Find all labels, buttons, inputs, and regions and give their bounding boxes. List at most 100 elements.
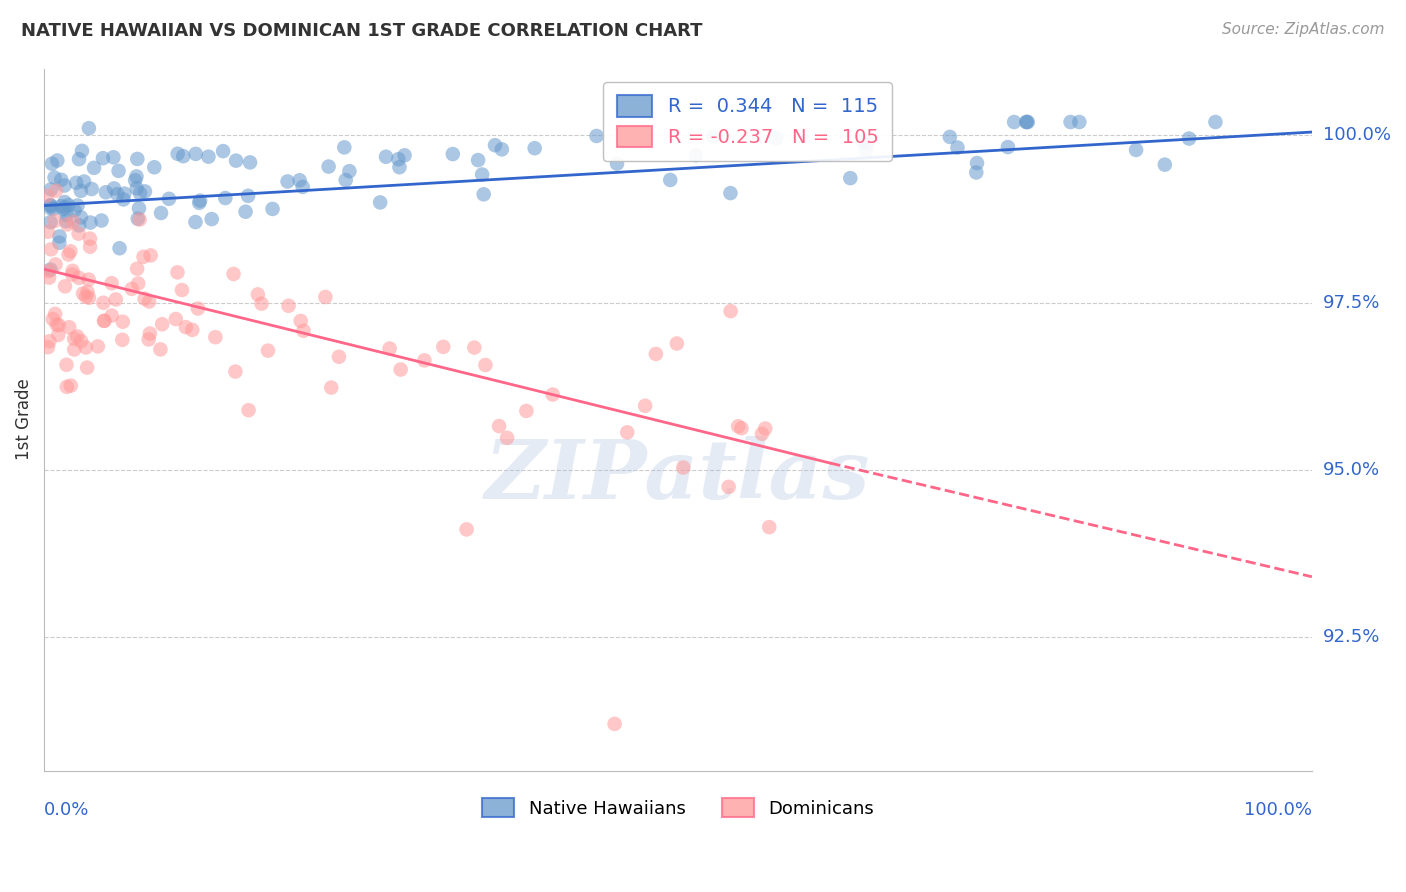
Point (45, 318, 67, 332)
Point (127, 277, 149, 291)
Point (375, 150, 398, 164)
Point (720, 186, 742, 200)
Point (456, 522, 478, 536)
Point (235, 204, 257, 219)
Point (201, 212, 224, 227)
Point (90, 213, 112, 227)
Point (39, 262, 62, 277)
Point (127, 261, 149, 276)
Point (855, 144, 877, 158)
Point (321, 381, 343, 395)
Text: 100.0%: 100.0% (1244, 801, 1312, 819)
Point (124, 173, 146, 187)
Point (472, 187, 495, 202)
Point (55, 208, 77, 222)
Point (214, 191, 236, 205)
Point (1153, 158, 1175, 172)
Point (67, 219, 90, 233)
Point (1002, 115, 1025, 129)
Point (39, 182, 62, 196)
Point (59, 244, 82, 259)
Point (79, 215, 101, 229)
Point (488, 419, 510, 434)
Point (413, 353, 436, 368)
Point (262, 202, 284, 216)
Point (76, 285, 98, 299)
Point (70, 211, 93, 225)
Point (44, 257, 66, 271)
Point (672, 460, 695, 475)
Text: 97.5%: 97.5% (1323, 293, 1381, 311)
Point (727, 419, 749, 434)
Text: ZIPatlas: ZIPatlas (485, 436, 870, 516)
Point (51, 199, 73, 213)
Point (93, 295, 115, 310)
Point (39, 215, 62, 229)
Point (129, 186, 152, 201)
Point (257, 343, 280, 358)
Point (79, 240, 101, 254)
Point (111, 333, 134, 347)
Point (77, 272, 100, 286)
Point (38, 264, 60, 278)
Point (48, 318, 70, 333)
Point (108, 241, 131, 255)
Point (720, 304, 742, 318)
Point (72, 286, 94, 301)
Point (717, 480, 740, 494)
Point (388, 160, 411, 174)
Point (39, 201, 62, 215)
Point (335, 173, 357, 187)
Point (333, 140, 356, 154)
Point (966, 156, 988, 170)
Point (46, 153, 69, 168)
Point (70, 144, 93, 158)
Point (67, 271, 90, 285)
Point (150, 206, 173, 220)
Point (839, 171, 862, 186)
Text: 95.0%: 95.0% (1323, 461, 1381, 479)
Point (467, 153, 489, 167)
Point (37, 340, 59, 354)
Point (181, 323, 204, 337)
Point (603, 717, 626, 731)
Point (1015, 115, 1038, 129)
Point (946, 140, 969, 154)
Point (53, 178, 76, 193)
Point (659, 173, 682, 187)
Point (1204, 115, 1226, 129)
Point (51, 173, 73, 187)
Point (83, 161, 105, 175)
Point (138, 294, 160, 309)
Point (170, 283, 193, 297)
Point (730, 421, 752, 435)
Text: 92.5%: 92.5% (1323, 628, 1381, 646)
Point (143, 161, 166, 175)
Point (474, 358, 496, 372)
Point (150, 318, 173, 332)
Point (100, 276, 122, 290)
Point (62, 215, 84, 229)
Point (378, 342, 401, 356)
Point (751, 426, 773, 441)
Point (541, 387, 564, 401)
Point (75, 341, 97, 355)
Point (66, 198, 89, 212)
Point (100, 309, 122, 323)
Point (165, 312, 187, 326)
Point (368, 195, 391, 210)
Point (523, 141, 546, 155)
Point (55, 380, 77, 394)
Point (59, 378, 82, 392)
Point (53, 195, 76, 210)
Point (127, 211, 149, 226)
Point (55, 214, 77, 228)
Point (70, 184, 93, 198)
Point (48, 235, 70, 250)
Point (685, 148, 707, 162)
Point (63, 332, 86, 346)
Y-axis label: 1st Grade: 1st Grade (15, 379, 32, 460)
Point (225, 153, 247, 168)
Point (184, 215, 207, 229)
Point (37, 225, 59, 239)
